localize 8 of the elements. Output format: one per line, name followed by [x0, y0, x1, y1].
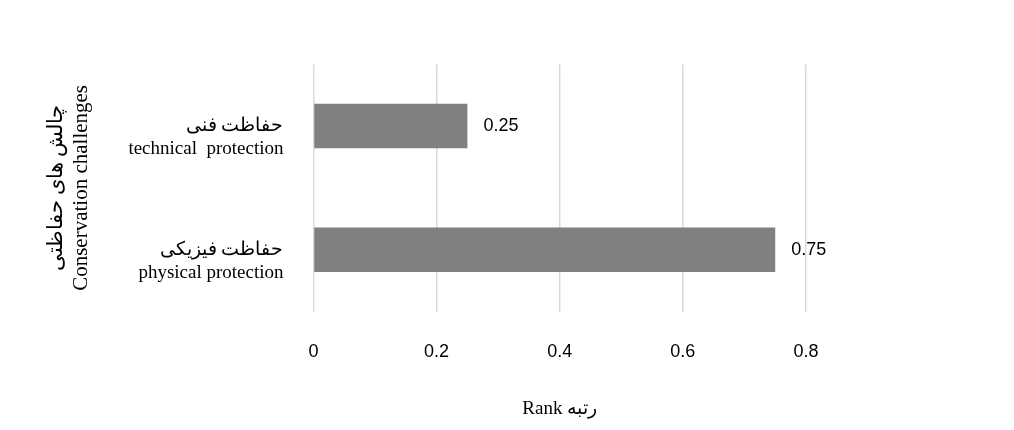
data-label: 0.25 — [483, 115, 519, 136]
x-tick-label: 0.6 — [670, 341, 696, 362]
x-axis-title: Rank رتبه — [522, 396, 598, 419]
x-tick-label: 0.4 — [547, 341, 573, 362]
x-tick-label: 0 — [308, 341, 319, 362]
x-tick-label: 0.2 — [424, 341, 450, 362]
x-tick-label: 0.8 — [793, 341, 819, 362]
data-label: 0.75 — [791, 238, 827, 259]
